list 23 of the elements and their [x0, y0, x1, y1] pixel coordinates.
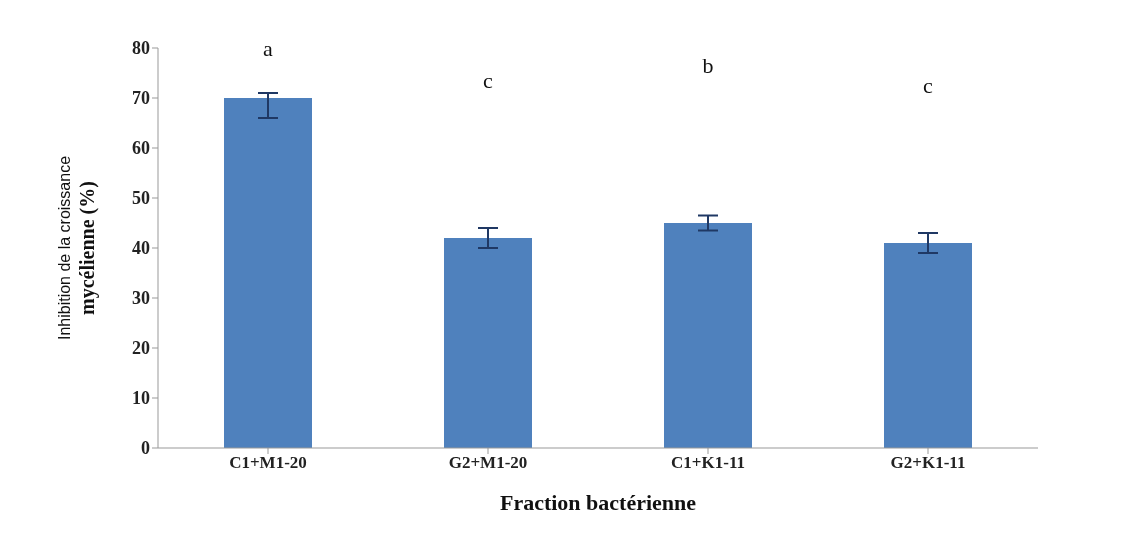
- annotation: a: [263, 36, 274, 61]
- annotation: c: [483, 68, 494, 93]
- y-tick-label: 40: [132, 238, 150, 259]
- y-axis-title: Inhibition de la croissance mycélienne (%): [56, 155, 99, 341]
- y-tick-label: 50: [132, 188, 150, 209]
- bar: [664, 223, 752, 448]
- annotation: b: [702, 53, 714, 78]
- y-tick-label: 60: [132, 138, 150, 159]
- bar: [884, 243, 972, 448]
- annotation: c: [923, 73, 934, 98]
- x-axis-title: Fraction bactérienne: [499, 490, 697, 515]
- y-tick-label: 20: [132, 338, 150, 359]
- bar: [444, 238, 532, 448]
- y-tick-label: 30: [132, 288, 150, 309]
- y-tick-label: 0: [141, 438, 150, 459]
- y-tick-label: 70: [132, 88, 150, 109]
- bar: [224, 98, 312, 448]
- x-tick-label: G2+K1-11: [890, 453, 966, 473]
- y-tick-label: 10: [132, 388, 150, 409]
- y-tick-label: 80: [132, 38, 150, 59]
- x-tick-label: C1+K1-11: [671, 453, 745, 473]
- x-tick-label: C1+M1-20: [229, 453, 307, 473]
- x-tick-label: G2+M1-20: [448, 453, 528, 473]
